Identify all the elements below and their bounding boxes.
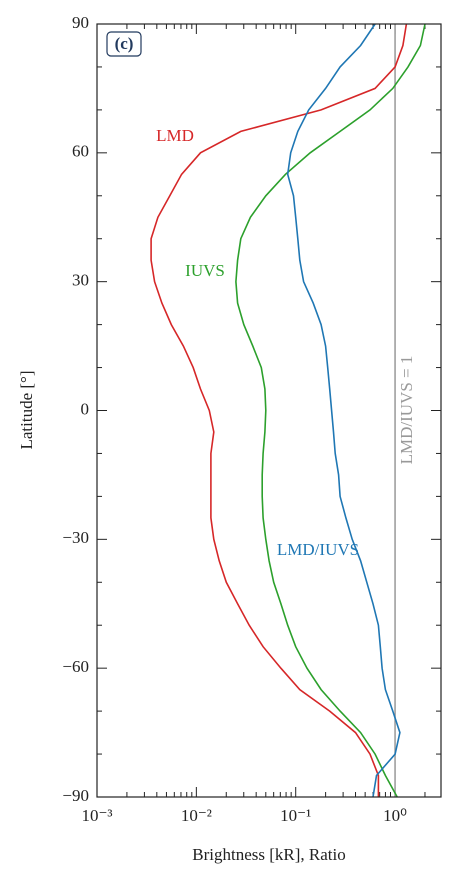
y-tick-label: 90 bbox=[72, 13, 89, 32]
y-tick-label: −30 bbox=[62, 528, 89, 547]
x-tick-label: 10⁰ bbox=[383, 806, 407, 825]
y-tick-label: −60 bbox=[62, 657, 89, 676]
plot-frame bbox=[96, 23, 442, 798]
x-tick-label: 10⁻¹ bbox=[280, 806, 311, 825]
x-tick-label: 10⁻³ bbox=[81, 806, 112, 825]
series-line bbox=[150, 23, 408, 797]
x-axis-label: Brightness [kR], Ratio bbox=[192, 845, 345, 864]
y-tick-label: −90 bbox=[62, 786, 89, 805]
series-line bbox=[235, 23, 426, 798]
panel-label: (c) bbox=[115, 34, 134, 53]
y-tick-label: 0 bbox=[81, 399, 90, 418]
series-label: LMD bbox=[156, 126, 194, 145]
series-line bbox=[286, 23, 401, 798]
series-label: IUVS bbox=[185, 261, 225, 280]
y-axis-label: Latitude [°] bbox=[17, 370, 36, 449]
reference-label: LMD/IUVS = 1 bbox=[397, 356, 416, 465]
y-tick-label: 60 bbox=[72, 142, 89, 161]
series-label: LMD/IUVS bbox=[277, 540, 359, 559]
y-tick-label: 30 bbox=[72, 271, 89, 290]
x-tick-label: 10⁻² bbox=[181, 806, 212, 825]
panel-label-box bbox=[106, 31, 142, 57]
